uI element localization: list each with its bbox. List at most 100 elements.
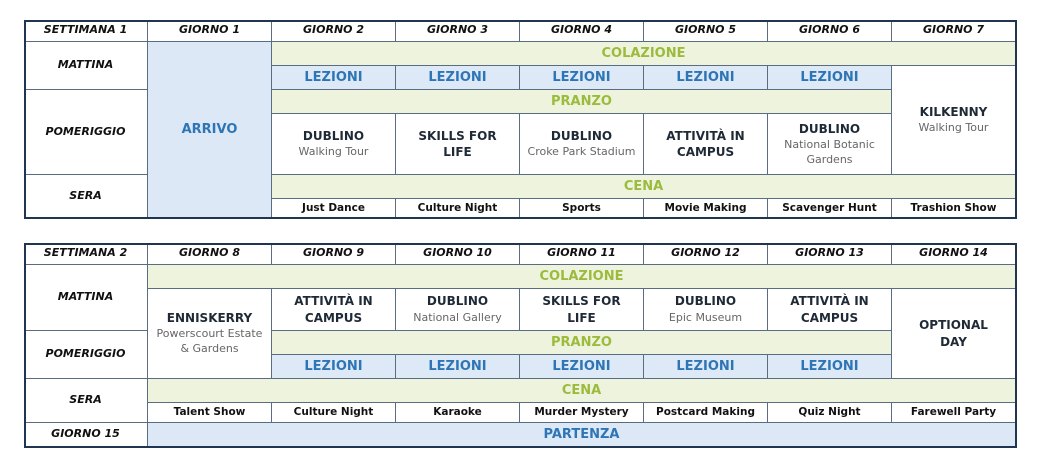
table-cell: SKILLS FOR LIFE <box>396 114 520 175</box>
table-cell: MATTINA <box>24 42 148 90</box>
cell-title: DUBLINO <box>674 294 737 309</box>
cell-title: DUBLINO <box>550 128 613 143</box>
table-cell: LEZIONI <box>520 66 644 90</box>
table-cell: LEZIONI <box>272 355 396 379</box>
table-cell: ARRIVO <box>148 42 272 218</box>
cell-title: MATTINA <box>57 290 114 304</box>
cell-title: SERA <box>69 188 102 202</box>
cell-title: SETTIMANA 1 <box>43 23 128 37</box>
cell-title: COLAZIONE <box>601 45 686 61</box>
cell-title: Murder Mystery <box>534 406 629 419</box>
cell-title: CENA <box>561 382 602 398</box>
cell-subtitle: Epic Museum <box>668 310 743 324</box>
table-cell: SKILLS FOR LIFE <box>520 289 644 331</box>
cell-subtitle: Walking Tour <box>918 121 989 135</box>
cell-title: OPTIONAL DAY <box>919 318 988 349</box>
cell-title: ATTIVITÀ IN CAMPUS <box>666 128 745 159</box>
cell-title: Karaoke <box>433 406 482 419</box>
cell-title: GIORNO 1 <box>179 23 240 37</box>
cell-title: GIORNO 5 <box>675 23 736 37</box>
cell-title: SERA <box>69 393 102 407</box>
table-cell: GIORNO 14 <box>892 243 1016 265</box>
table-cell: Quiz Night <box>768 403 892 423</box>
table-cell: PRANZO <box>272 331 892 355</box>
table-cell: GIORNO 7 <box>892 20 1016 42</box>
cell-title: LEZIONI <box>800 358 859 374</box>
table-cell: GIORNO 15 <box>24 423 148 447</box>
table-cell: DUBLINO National Gallery <box>396 289 520 331</box>
table-cell: LEZIONI <box>644 355 768 379</box>
table-cell: Just Dance <box>272 199 396 218</box>
table-cell: Culture Night <box>272 403 396 423</box>
table-cell: SETTIMANA 1 <box>24 20 148 42</box>
cell-title: POMERIGGIO <box>45 347 126 361</box>
cell-title: PRANZO <box>551 334 612 350</box>
cell-title: GIORNO 7 <box>923 23 984 37</box>
table-cell: GIORNO 10 <box>396 243 520 265</box>
table-cell: PARTENZA <box>148 423 1016 447</box>
cell-title: Quiz Night <box>798 406 861 419</box>
cell-title: Just Dance <box>302 201 365 214</box>
table-cell: GIORNO 2 <box>272 20 396 42</box>
cell-subtitle: Powerscourt Estate & Gardens <box>156 327 263 356</box>
table-cell: LEZIONI <box>520 355 644 379</box>
cell-subtitle: Croke Park Stadium <box>527 145 636 159</box>
table-cell: DUBLINO National Botanic Gardens <box>768 114 892 175</box>
table-cell: GIORNO 11 <box>520 243 644 265</box>
table-cell: COLAZIONE <box>148 265 1016 289</box>
table-cell: DUBLINO Walking Tour <box>272 114 396 175</box>
cell-title: ATTIVITÀ IN CAMPUS <box>790 294 869 325</box>
cell-title: GIORNO 15 <box>51 427 120 441</box>
table-cell: ENNISKERRY Powerscourt Estate & Gardens <box>148 289 272 379</box>
table-cell: POMERIGGIO <box>24 90 148 175</box>
table-cell: PRANZO <box>272 90 892 114</box>
table-cell: KILKENNY Walking Tour <box>892 66 1016 175</box>
table-cell: GIORNO 1 <box>148 20 272 42</box>
table-cell: Postcard Making <box>644 403 768 423</box>
table-cell: LEZIONI <box>272 66 396 90</box>
cell-title: Scavenger Hunt <box>782 201 877 214</box>
table-cell: Culture Night <box>396 199 520 218</box>
table-cell: Movie Making <box>644 199 768 218</box>
cell-title: ARRIVO <box>181 121 238 137</box>
table-cell: LEZIONI <box>644 66 768 90</box>
table-cell: SERA <box>24 379 148 423</box>
table-cell: GIORNO 9 <box>272 243 396 265</box>
cell-title: PARTENZA <box>543 426 620 442</box>
cell-title: POMERIGGIO <box>45 124 126 138</box>
cell-title: GIORNO 2 <box>303 23 364 37</box>
cell-title: COLAZIONE <box>539 268 624 284</box>
cell-title: LEZIONI <box>676 358 735 374</box>
cell-title: Farewell Party <box>910 406 997 419</box>
table-cell: GIORNO 8 <box>148 243 272 265</box>
cell-title: GIORNO 8 <box>179 246 240 260</box>
cell-title: Culture Night <box>293 406 374 419</box>
table-cell: ATTIVITÀ IN CAMPUS <box>768 289 892 331</box>
cell-title: GIORNO 14 <box>919 246 988 260</box>
table-cell: GIORNO 3 <box>396 20 520 42</box>
cell-title: DUBLINO <box>302 128 365 143</box>
cell-title: LEZIONI <box>676 69 735 85</box>
cell-title: Movie Making <box>664 201 747 214</box>
table-cell: GIORNO 12 <box>644 243 768 265</box>
table-cell: DUBLINO Croke Park Stadium <box>520 114 644 175</box>
cell-title: GIORNO 10 <box>423 246 492 260</box>
cell-title: Talent Show <box>173 406 246 419</box>
cell-title: GIORNO 12 <box>671 246 740 260</box>
cell-title: LEZIONI <box>428 69 487 85</box>
cell-title: LEZIONI <box>552 358 611 374</box>
table-cell: SERA <box>24 175 148 218</box>
table-cell: Sports <box>520 199 644 218</box>
cell-title: GIORNO 3 <box>427 23 488 37</box>
table-cell: DUBLINO Epic Museum <box>644 289 768 331</box>
cell-title: MATTINA <box>57 58 114 72</box>
cell-title: ATTIVITÀ IN CAMPUS <box>294 294 373 325</box>
cell-title: LEZIONI <box>800 69 859 85</box>
table-cell: LEZIONI <box>768 66 892 90</box>
cell-subtitle: Walking Tour <box>298 145 369 159</box>
table-cell: CENA <box>272 175 1016 199</box>
table-cell: ATTIVITÀ IN CAMPUS <box>644 114 768 175</box>
table-cell: Murder Mystery <box>520 403 644 423</box>
table-cell: OPTIONAL DAY <box>892 289 1016 379</box>
cell-title: SKILLS FOR LIFE <box>542 294 621 325</box>
